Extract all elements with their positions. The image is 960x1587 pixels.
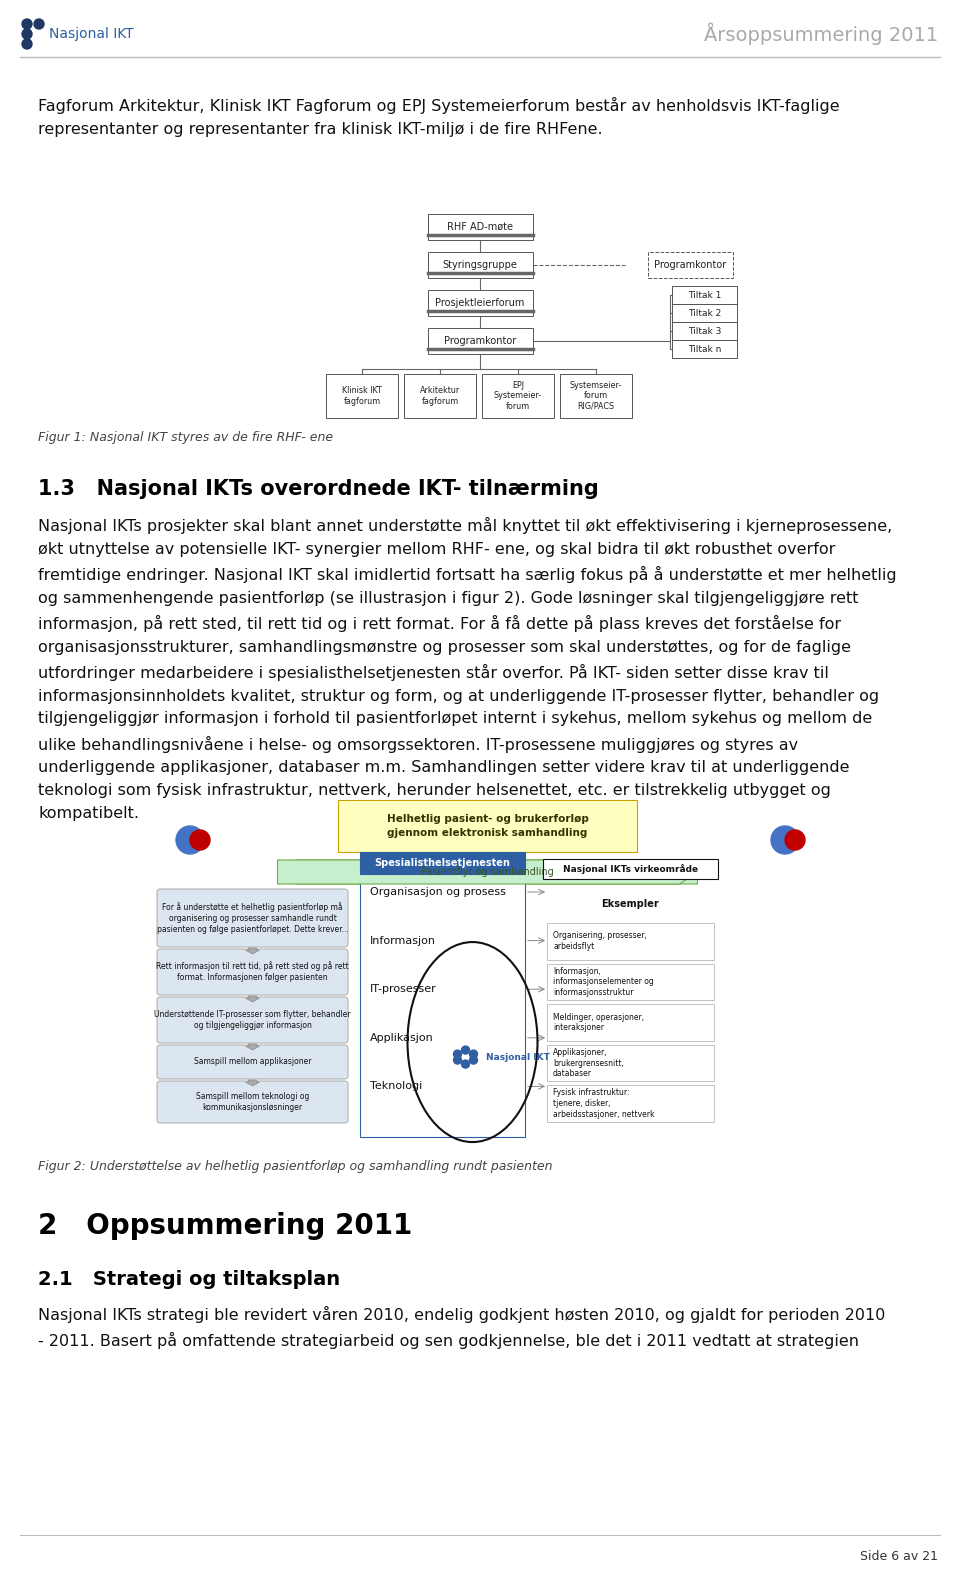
Circle shape [22,40,32,49]
FancyBboxPatch shape [427,329,533,354]
Text: Tiltak n: Tiltak n [687,344,721,354]
Text: Helhetlig pasient- og brukerforløp
gjennom elektronisk samhandling: Helhetlig pasient- og brukerforløp gjenn… [387,814,588,838]
Text: Fagforum Arkitektur, Klinisk IKT Fagforum og EPJ Systemeierforum består av henho: Fagforum Arkitektur, Klinisk IKT Fagforu… [38,97,840,136]
FancyBboxPatch shape [647,252,732,278]
FancyBboxPatch shape [157,997,348,1043]
FancyBboxPatch shape [672,340,737,359]
FancyArrow shape [277,860,698,884]
Text: Arkitektur
fagforum: Arkitektur fagforum [420,386,460,406]
FancyBboxPatch shape [547,1005,714,1041]
FancyBboxPatch shape [547,924,714,960]
Text: RHF AD-møte: RHF AD-møte [447,222,513,232]
FancyBboxPatch shape [427,290,533,316]
Circle shape [190,830,210,851]
Text: Figur 1: Nasjonal IKT styres av de fire RHF- ene: Figur 1: Nasjonal IKT styres av de fire … [38,432,333,444]
Circle shape [785,830,805,851]
FancyBboxPatch shape [547,1086,714,1122]
Text: Applikasjoner,
brukergrensesnitt,
databaser: Applikasjoner, brukergrensesnitt, databa… [553,1047,624,1078]
Text: Klinisk IKT
fagforum: Klinisk IKT fagforum [342,386,382,406]
FancyBboxPatch shape [482,375,554,417]
Text: Styringsgruppe: Styringsgruppe [443,260,517,270]
Text: Nasjonal IKTs prosjekter skal blant annet understøtte mål knyttet til økt effekt: Nasjonal IKTs prosjekter skal blant anne… [38,517,897,820]
Circle shape [453,1051,462,1059]
Text: Nasjonal IKTs virkeområde: Nasjonal IKTs virkeområde [563,863,698,874]
Text: Applikasjon: Applikasjon [370,1033,434,1043]
FancyBboxPatch shape [338,800,637,852]
Text: Understøttende IT-prosesser som flytter, behandler
og tilgjengeliggjør informasj: Understøttende IT-prosesser som flytter,… [155,1009,350,1030]
FancyBboxPatch shape [326,375,398,417]
FancyBboxPatch shape [547,963,714,1000]
Text: Samspill mellom applikasjoner: Samspill mellom applikasjoner [194,1057,311,1066]
FancyArrow shape [246,997,259,1001]
Text: Informasjon: Informasjon [370,936,436,946]
Text: For å understøtte et helhetlig pasientforløp må
organisering og prosesser samhan: For å understøtte et helhetlig pasientfo… [156,901,348,935]
Circle shape [176,825,204,854]
Circle shape [469,1055,477,1063]
FancyBboxPatch shape [157,1081,348,1124]
FancyBboxPatch shape [157,1044,348,1079]
Text: Systemseier-
forum
RIG/PACS: Systemseier- forum RIG/PACS [570,381,622,411]
Text: Nasjonal IKT: Nasjonal IKT [49,27,133,41]
Text: Organisasjon og prosess: Organisasjon og prosess [370,887,506,897]
FancyArrow shape [246,947,259,954]
FancyBboxPatch shape [427,214,533,240]
Text: EPJ
Systemeier-
forum: EPJ Systemeier- forum [494,381,542,411]
Text: Figur 2: Understøttelse av helhetlig pasientforløp og samhandling rundt pasiente: Figur 2: Understøttelse av helhetlig pas… [38,1160,553,1173]
FancyBboxPatch shape [547,1044,714,1081]
Circle shape [771,825,799,854]
Text: Programkontor: Programkontor [654,260,726,270]
Text: Nasjonal IKTs strategi ble revidert våren 2010, endelig godkjent høsten 2010, og: Nasjonal IKTs strategi ble revidert våre… [38,1306,885,1349]
Circle shape [462,1060,469,1068]
FancyBboxPatch shape [157,949,348,995]
FancyBboxPatch shape [427,252,533,278]
Text: Pasientflyt og samhandling: Pasientflyt og samhandling [421,867,554,878]
Text: Tiltak 2: Tiltak 2 [688,308,721,317]
FancyArrow shape [277,860,698,884]
Text: Samspill mellom teknologi og
kommunikasjonsløsninger: Samspill mellom teknologi og kommunikasj… [196,1092,309,1112]
Text: Spesialisthelsetjenesten: Spesialisthelsetjenesten [374,859,511,868]
FancyBboxPatch shape [543,859,718,879]
Text: Meldinger, operasjoner,
interaksjoner: Meldinger, operasjoner, interaksjoner [553,1013,644,1033]
Circle shape [469,1051,477,1059]
Circle shape [34,19,44,29]
Text: Tiltak 1: Tiltak 1 [687,290,721,300]
Text: Rett informasjon til rett tid, på rett sted og på rett
format. Informasjonen føl: Rett informasjon til rett tid, på rett s… [156,962,348,982]
Text: Nasjonal IKT: Nasjonal IKT [486,1052,549,1062]
FancyBboxPatch shape [360,852,525,874]
Text: Fysisk infrastruktur:
tjenere, disker,
arbeidsstasjoner, nettverk: Fysisk infrastruktur: tjenere, disker, a… [553,1089,655,1119]
FancyBboxPatch shape [672,322,737,340]
FancyArrow shape [246,1081,259,1086]
Text: Organisering, prosesser,
arbeidsflyt: Organisering, prosesser, arbeidsflyt [553,932,647,951]
FancyArrow shape [246,1044,259,1051]
Text: Prosjektleierforum: Prosjektleierforum [435,298,525,308]
Circle shape [22,19,32,29]
Text: 2.1   Strategi og tiltaksplan: 2.1 Strategi og tiltaksplan [38,1270,340,1289]
FancyBboxPatch shape [672,286,737,305]
FancyBboxPatch shape [360,874,525,1136]
Text: Eksempler: Eksempler [602,898,660,909]
Circle shape [453,1055,462,1063]
FancyBboxPatch shape [560,375,632,417]
Text: 1.3   Nasjonal IKTs overordnede IKT- tilnærming: 1.3 Nasjonal IKTs overordnede IKT- tilnæ… [38,479,599,498]
Circle shape [462,1046,469,1054]
Text: Programkontor: Programkontor [444,336,516,346]
FancyBboxPatch shape [157,889,348,947]
Text: Tiltak 3: Tiltak 3 [687,327,721,335]
Text: Side 6 av 21: Side 6 av 21 [860,1550,938,1563]
FancyBboxPatch shape [672,305,737,322]
Text: Årsoppsummering 2011: Årsoppsummering 2011 [704,22,938,46]
Text: Informasjon,
informasjonselementer og
informasjonsstruktur: Informasjon, informasjonselementer og in… [553,966,654,997]
FancyBboxPatch shape [404,375,476,417]
Circle shape [22,29,32,40]
Text: IT-prosesser: IT-prosesser [370,984,437,993]
Text: 2   Oppsummering 2011: 2 Oppsummering 2011 [38,1212,412,1239]
Text: Teknologi: Teknologi [370,1081,422,1092]
